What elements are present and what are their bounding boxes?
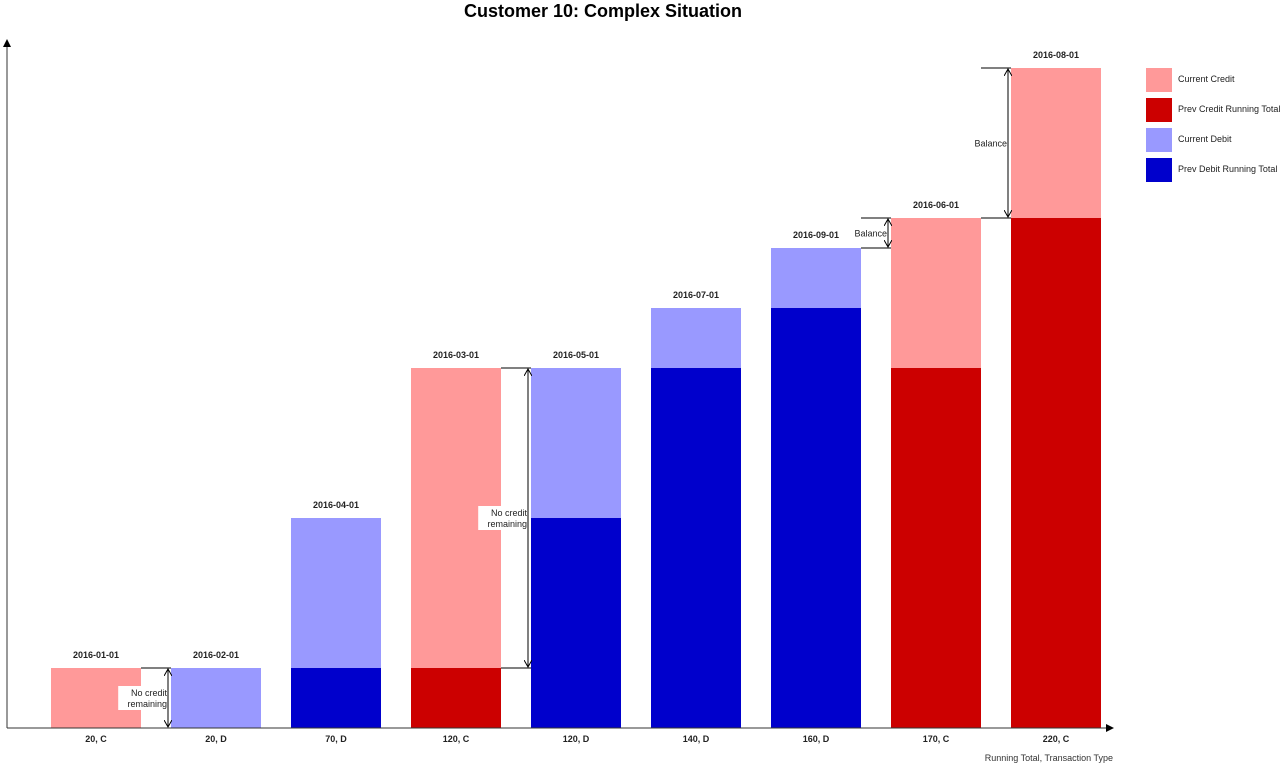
bar-date-label: 2016-05-01 bbox=[553, 350, 599, 360]
bar-segment-prev-credit bbox=[1011, 218, 1101, 728]
bar-segment-current-credit bbox=[891, 218, 981, 368]
annotation-label: remaining bbox=[127, 699, 167, 709]
legend-item: Current Debit bbox=[1146, 128, 1232, 152]
x-axis-label: Running Total, Transaction Type bbox=[985, 753, 1113, 763]
annotation-label-background bbox=[968, 136, 1007, 150]
annotation-label: Balance bbox=[974, 139, 1007, 149]
bar-segment-prev-debit bbox=[531, 518, 621, 728]
x-tick-label: 20, C bbox=[85, 734, 107, 744]
x-tick-label: 140, D bbox=[683, 734, 710, 744]
bar-segment-current-debit bbox=[291, 518, 381, 668]
bar-segment-current-credit bbox=[1011, 68, 1101, 218]
bar-date-label: 2016-08-01 bbox=[1033, 50, 1079, 60]
bar-segment-current-debit bbox=[771, 248, 861, 308]
legend-swatch bbox=[1146, 128, 1172, 152]
x-tick-label: 70, D bbox=[325, 734, 347, 744]
bar-date-label: 2016-04-01 bbox=[313, 500, 359, 510]
legend-item: Current Credit bbox=[1146, 68, 1235, 92]
bar-segment-prev-debit bbox=[651, 368, 741, 728]
x-tick-label: 160, D bbox=[803, 734, 830, 744]
annotation: Balance bbox=[848, 217, 891, 249]
bars-group: 2016-01-01 2016-02-01 2016-04-01 2016-03-01… bbox=[51, 50, 1101, 728]
annotation-label: Balance bbox=[854, 229, 887, 239]
bar-segment-prev-debit bbox=[291, 668, 381, 728]
annotation-label-background bbox=[478, 506, 527, 530]
x-tick-label: 20, D bbox=[205, 734, 227, 744]
bar-segment-prev-credit bbox=[411, 668, 501, 728]
annotation-label: No credit bbox=[131, 688, 168, 698]
bar-segment-current-debit bbox=[531, 368, 621, 518]
bar-date-label: 2016-07-01 bbox=[673, 290, 719, 300]
bar-date-label: 2016-01-01 bbox=[73, 650, 119, 660]
legend-swatch bbox=[1146, 68, 1172, 92]
legend-item: Prev Debit Running Total bbox=[1146, 158, 1277, 182]
annotation-label: remaining bbox=[487, 519, 527, 529]
bar-date-label: 2016-03-01 bbox=[433, 350, 479, 360]
x-tick-label: 170, C bbox=[923, 734, 950, 744]
chart-title: Customer 10: Complex Situation bbox=[464, 1, 742, 21]
bar-date-label: 2016-02-01 bbox=[193, 650, 239, 660]
legend: Current Credit Prev Credit Running Total C… bbox=[1146, 68, 1280, 182]
bar-segment-prev-credit bbox=[891, 368, 981, 728]
annotation: Balance bbox=[968, 67, 1011, 219]
annotation-label-background bbox=[118, 686, 167, 710]
annotation-label: No credit bbox=[491, 508, 528, 518]
x-tick-labels: 20, C 20, D 70, D 120, C 120, D 140, D 160, D 1… bbox=[85, 734, 1070, 744]
legend-label: Current Credit bbox=[1178, 74, 1235, 84]
legend-swatch bbox=[1146, 98, 1172, 122]
annotation-label-background bbox=[848, 226, 887, 240]
x-tick-label: 120, C bbox=[443, 734, 470, 744]
legend-item: Prev Credit Running Total bbox=[1146, 98, 1280, 122]
legend-label: Prev Debit Running Total bbox=[1178, 164, 1277, 174]
legend-label: Prev Credit Running Total bbox=[1178, 104, 1280, 114]
bar-date-label: 2016-09-01 bbox=[793, 230, 839, 240]
bar-date-label: 2016-06-01 bbox=[913, 200, 959, 210]
bar-segment-current-debit bbox=[171, 668, 261, 728]
legend-label: Current Debit bbox=[1178, 134, 1232, 144]
x-tick-label: 220, C bbox=[1043, 734, 1070, 744]
legend-swatch bbox=[1146, 158, 1172, 182]
bar-segment-current-debit bbox=[651, 308, 741, 368]
bar-segment-prev-debit bbox=[771, 308, 861, 728]
x-tick-label: 120, D bbox=[563, 734, 590, 744]
